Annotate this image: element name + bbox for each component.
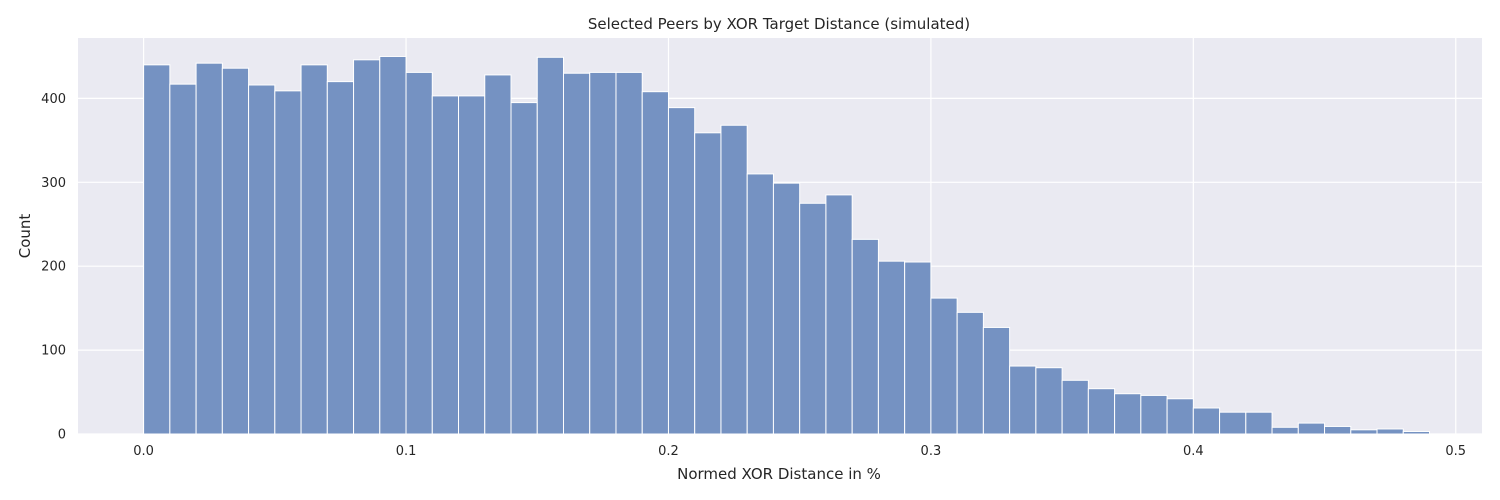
histogram-bar: [143, 64, 171, 435]
histogram-bar: [799, 202, 827, 435]
histogram-bar: [169, 83, 197, 435]
histogram-bar: [431, 95, 460, 435]
histogram-bar: [1061, 379, 1089, 435]
histogram-bar: [1402, 430, 1431, 435]
x-tick-label: 0.4: [1183, 444, 1204, 459]
x-axis-label: Normed XOR Distance in %: [677, 465, 881, 483]
histogram-bar: [1140, 394, 1168, 435]
histogram-bar: [1350, 429, 1378, 435]
y-tick-label: 400: [41, 92, 66, 107]
histogram-bar: [248, 84, 276, 435]
histogram-bar: [300, 64, 328, 435]
histogram-bar: [746, 173, 774, 435]
y-tick-label: 100: [41, 344, 66, 359]
histogram-bar: [1035, 367, 1063, 435]
histogram-bar: [667, 107, 696, 435]
histogram-bar: [1297, 422, 1326, 435]
histogram-bar: [221, 67, 250, 435]
y-axis-ticks: 0 100 200 300 400: [41, 92, 66, 443]
histogram-bar: [694, 132, 722, 435]
histogram-bar: [641, 91, 669, 435]
histogram-bar: [956, 311, 984, 435]
histogram-bar: [877, 260, 906, 435]
histogram-bar: [851, 238, 879, 435]
histogram-bar: [982, 326, 1011, 435]
chart-title: Selected Peers by XOR Target Distance (s…: [588, 15, 970, 33]
histogram-bar: [484, 74, 512, 435]
histogram-bar: [1219, 411, 1247, 435]
x-tick-label: 0.2: [658, 444, 679, 459]
histogram-bar: [379, 55, 407, 435]
histogram-bar: [1087, 388, 1116, 435]
histogram-bar: [772, 182, 801, 435]
x-tick-label: 0.0: [133, 444, 154, 459]
histogram-bar: [274, 90, 302, 435]
histogram-bar: [904, 261, 932, 435]
histogram-bar: [1009, 365, 1037, 435]
histogram-bar: [1192, 407, 1221, 435]
histogram-bar: [405, 71, 433, 435]
histogram-bar: [615, 71, 643, 435]
histogram-bar: [458, 95, 486, 435]
histogram-bar: [195, 62, 223, 435]
histogram-bar: [589, 71, 617, 435]
histogram-bar: [1245, 411, 1273, 435]
y-tick-label: 200: [41, 260, 66, 275]
histogram-bar: [1376, 428, 1404, 435]
histogram-bar: [326, 81, 355, 435]
histogram-bars: [143, 55, 1431, 435]
histogram-bar: [353, 59, 381, 435]
x-tick-label: 0.3: [921, 444, 942, 459]
histogram-bar: [825, 194, 853, 435]
x-tick-label: 0.5: [1445, 444, 1466, 459]
y-tick-label: 300: [41, 176, 66, 191]
histogram-bar: [510, 102, 538, 435]
histogram-bar: [1166, 398, 1194, 435]
y-axis-label: Count: [16, 214, 34, 259]
histogram-bar: [562, 72, 591, 435]
x-tick-label: 0.1: [396, 444, 417, 459]
histogram-bar: [930, 297, 958, 435]
x-axis-ticks: 0.0 0.1 0.2 0.3 0.4 0.5: [133, 444, 1466, 459]
histogram-bar: [1324, 425, 1352, 435]
histogram-bar: [536, 56, 564, 435]
histogram-bar: [1114, 393, 1142, 435]
histogram-bar: [1271, 426, 1299, 435]
y-tick-label: 0: [58, 428, 66, 443]
histogram-bar: [720, 124, 748, 435]
